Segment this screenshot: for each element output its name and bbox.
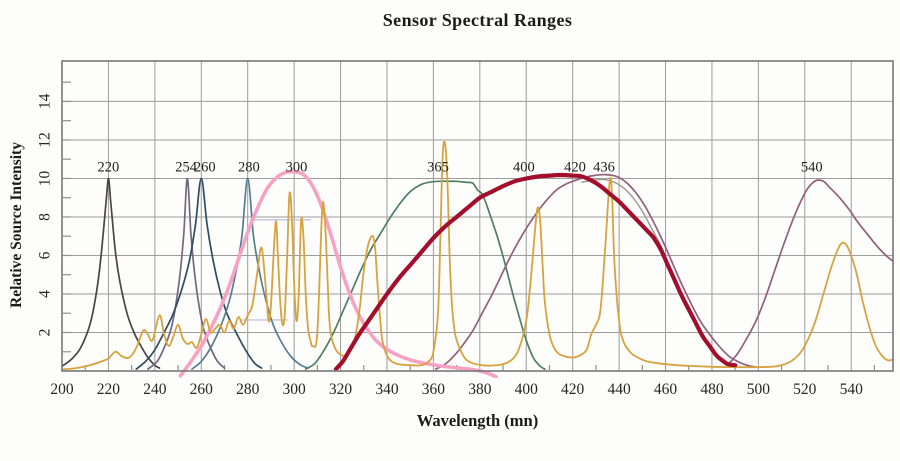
peak-label-280: 280 — [238, 160, 260, 176]
y-tick-label: 8 — [37, 213, 54, 221]
x-axis-label: Wavelength (mn) — [416, 411, 539, 430]
y-tick-label: 2 — [37, 329, 54, 337]
x-tick-label: 400 — [515, 381, 539, 398]
peak-label-254: 254 — [175, 160, 198, 176]
x-tick-label: 420 — [561, 381, 585, 398]
x-tick-label: 240 — [143, 381, 167, 398]
y-tick-label: 14 — [37, 93, 54, 109]
x-tick-label: 480 — [700, 381, 724, 398]
x-tick-label: 540 — [840, 381, 864, 398]
tick-labels: 200 220 240 260 280 300 320 340 360 380 400 420 440 4… — [37, 93, 864, 398]
series-lamp-peak-260-navy — [135, 177, 263, 370]
chart-title: Sensor Spectral Ranges — [382, 10, 573, 30]
x-tick-label: 460 — [654, 381, 678, 398]
x-tick-label: 200 — [50, 381, 74, 398]
peak-label-220: 220 — [98, 160, 120, 176]
x-tick-label: 300 — [282, 381, 306, 398]
series-band-436-mauve — [434, 173, 757, 370]
x-tick-label: 260 — [190, 381, 214, 398]
x-tick-label: 520 — [793, 381, 817, 398]
series-band-300-pink — [178, 169, 498, 378]
plot-border — [61, 60, 894, 372]
x-tick-label: 220 — [97, 381, 121, 398]
x-tick-label: 280 — [236, 381, 260, 398]
peak-label-540: 540 — [801, 160, 823, 176]
grid-lines — [61, 61, 893, 371]
x-tick-label: 380 — [468, 381, 492, 398]
x-tick-label: 340 — [375, 381, 399, 398]
x-tick-label: 440 — [607, 381, 631, 398]
y-tick-label: 4 — [37, 290, 54, 298]
peak-label-300: 300 — [286, 160, 308, 176]
peak-label-436: 436 — [593, 160, 615, 176]
series-lamp-peak-220-black — [61, 177, 161, 369]
peak-label-365: 365 — [427, 160, 449, 176]
y-tick-label: 10 — [37, 170, 54, 186]
peak-label-400: 400 — [513, 160, 535, 176]
series-mercury-lamp-spectrum-orange — [61, 140, 894, 371]
x-tick-label: 320 — [329, 381, 353, 398]
series-lamp-peak-280-steel-blue — [191, 177, 309, 370]
y-tick-label: 6 — [37, 251, 54, 259]
peak-label-260: 260 — [194, 160, 216, 176]
y-tick-label: 12 — [37, 132, 54, 148]
series-band-540-mauve — [727, 179, 894, 366]
x-tick-label: 500 — [747, 381, 771, 398]
data-series — [61, 140, 894, 378]
series-sensor-response-dark-red — [333, 172, 738, 372]
peak-label-420: 420 — [564, 160, 586, 176]
x-tick-label: 360 — [422, 381, 446, 398]
